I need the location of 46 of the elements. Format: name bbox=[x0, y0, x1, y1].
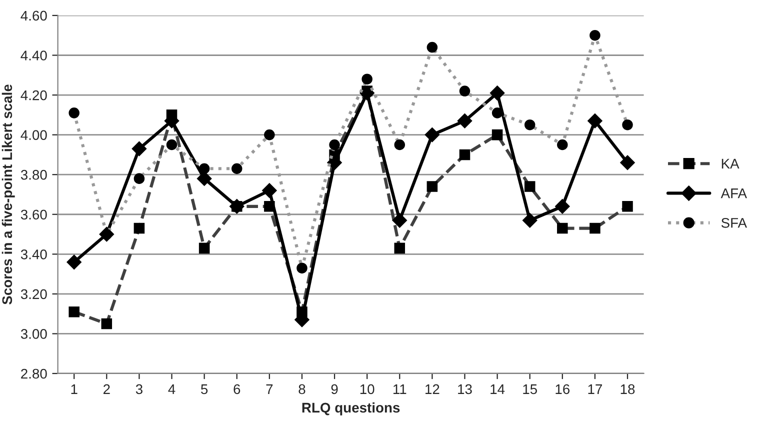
x-tick-label: 5 bbox=[201, 384, 208, 394]
x-tick-label: 13 bbox=[458, 384, 472, 394]
point bbox=[457, 113, 472, 128]
y-tick-label: 3.00 bbox=[20, 329, 47, 339]
x-tick-label: 9 bbox=[331, 384, 338, 394]
y-tick-label: 3.20 bbox=[20, 289, 47, 300]
y-tick-label: 4.40 bbox=[20, 50, 47, 60]
y-tick-label: 3.60 bbox=[20, 210, 47, 220]
y-tick-label: 4.00 bbox=[20, 130, 47, 140]
y-tick-label: 4.60 bbox=[20, 10, 47, 21]
point bbox=[424, 127, 440, 142]
x-tick-label: 2 bbox=[103, 384, 110, 394]
point bbox=[392, 212, 408, 228]
y-axis-title: Scores in a five-point Likert scale bbox=[2, 84, 15, 304]
y-tick-label: 3.40 bbox=[20, 249, 47, 260]
legend-label: AFA bbox=[720, 188, 747, 198]
x-tick-label: 10 bbox=[360, 384, 374, 394]
x-tick-label: 18 bbox=[620, 384, 635, 394]
legend-label: SFA bbox=[721, 218, 747, 228]
x-tick-label: 12 bbox=[426, 384, 440, 394]
point bbox=[66, 254, 82, 270]
point bbox=[588, 113, 602, 128]
x-tick-label: 3 bbox=[136, 384, 142, 394]
x-tick-label: 7 bbox=[266, 384, 273, 394]
point bbox=[132, 141, 147, 156]
point bbox=[522, 212, 538, 228]
y-tick-label: 4.20 bbox=[20, 90, 47, 100]
y-tick-label: 3.80 bbox=[20, 170, 47, 180]
y-tick-label: 2.80 bbox=[21, 368, 47, 379]
x-tick-label: 1 bbox=[71, 384, 78, 394]
point bbox=[262, 183, 277, 198]
x-tick-label: 16 bbox=[556, 384, 570, 394]
point bbox=[196, 171, 212, 186]
x-axis-title: RLQ questions bbox=[302, 402, 400, 416]
point bbox=[620, 155, 635, 170]
x-tick-label: 11 bbox=[393, 384, 406, 394]
x-tick-label: 6 bbox=[234, 384, 240, 394]
point bbox=[555, 199, 570, 214]
legend-label: KA bbox=[722, 158, 740, 168]
x-tick-label: 4 bbox=[168, 384, 176, 394]
x-tick-label: 14 bbox=[490, 384, 505, 394]
point bbox=[490, 86, 505, 100]
x-tick-label: 17 bbox=[588, 384, 602, 394]
x-tick-label: 15 bbox=[523, 384, 537, 394]
x-tick-label: 8 bbox=[298, 384, 306, 394]
point bbox=[360, 86, 374, 100]
